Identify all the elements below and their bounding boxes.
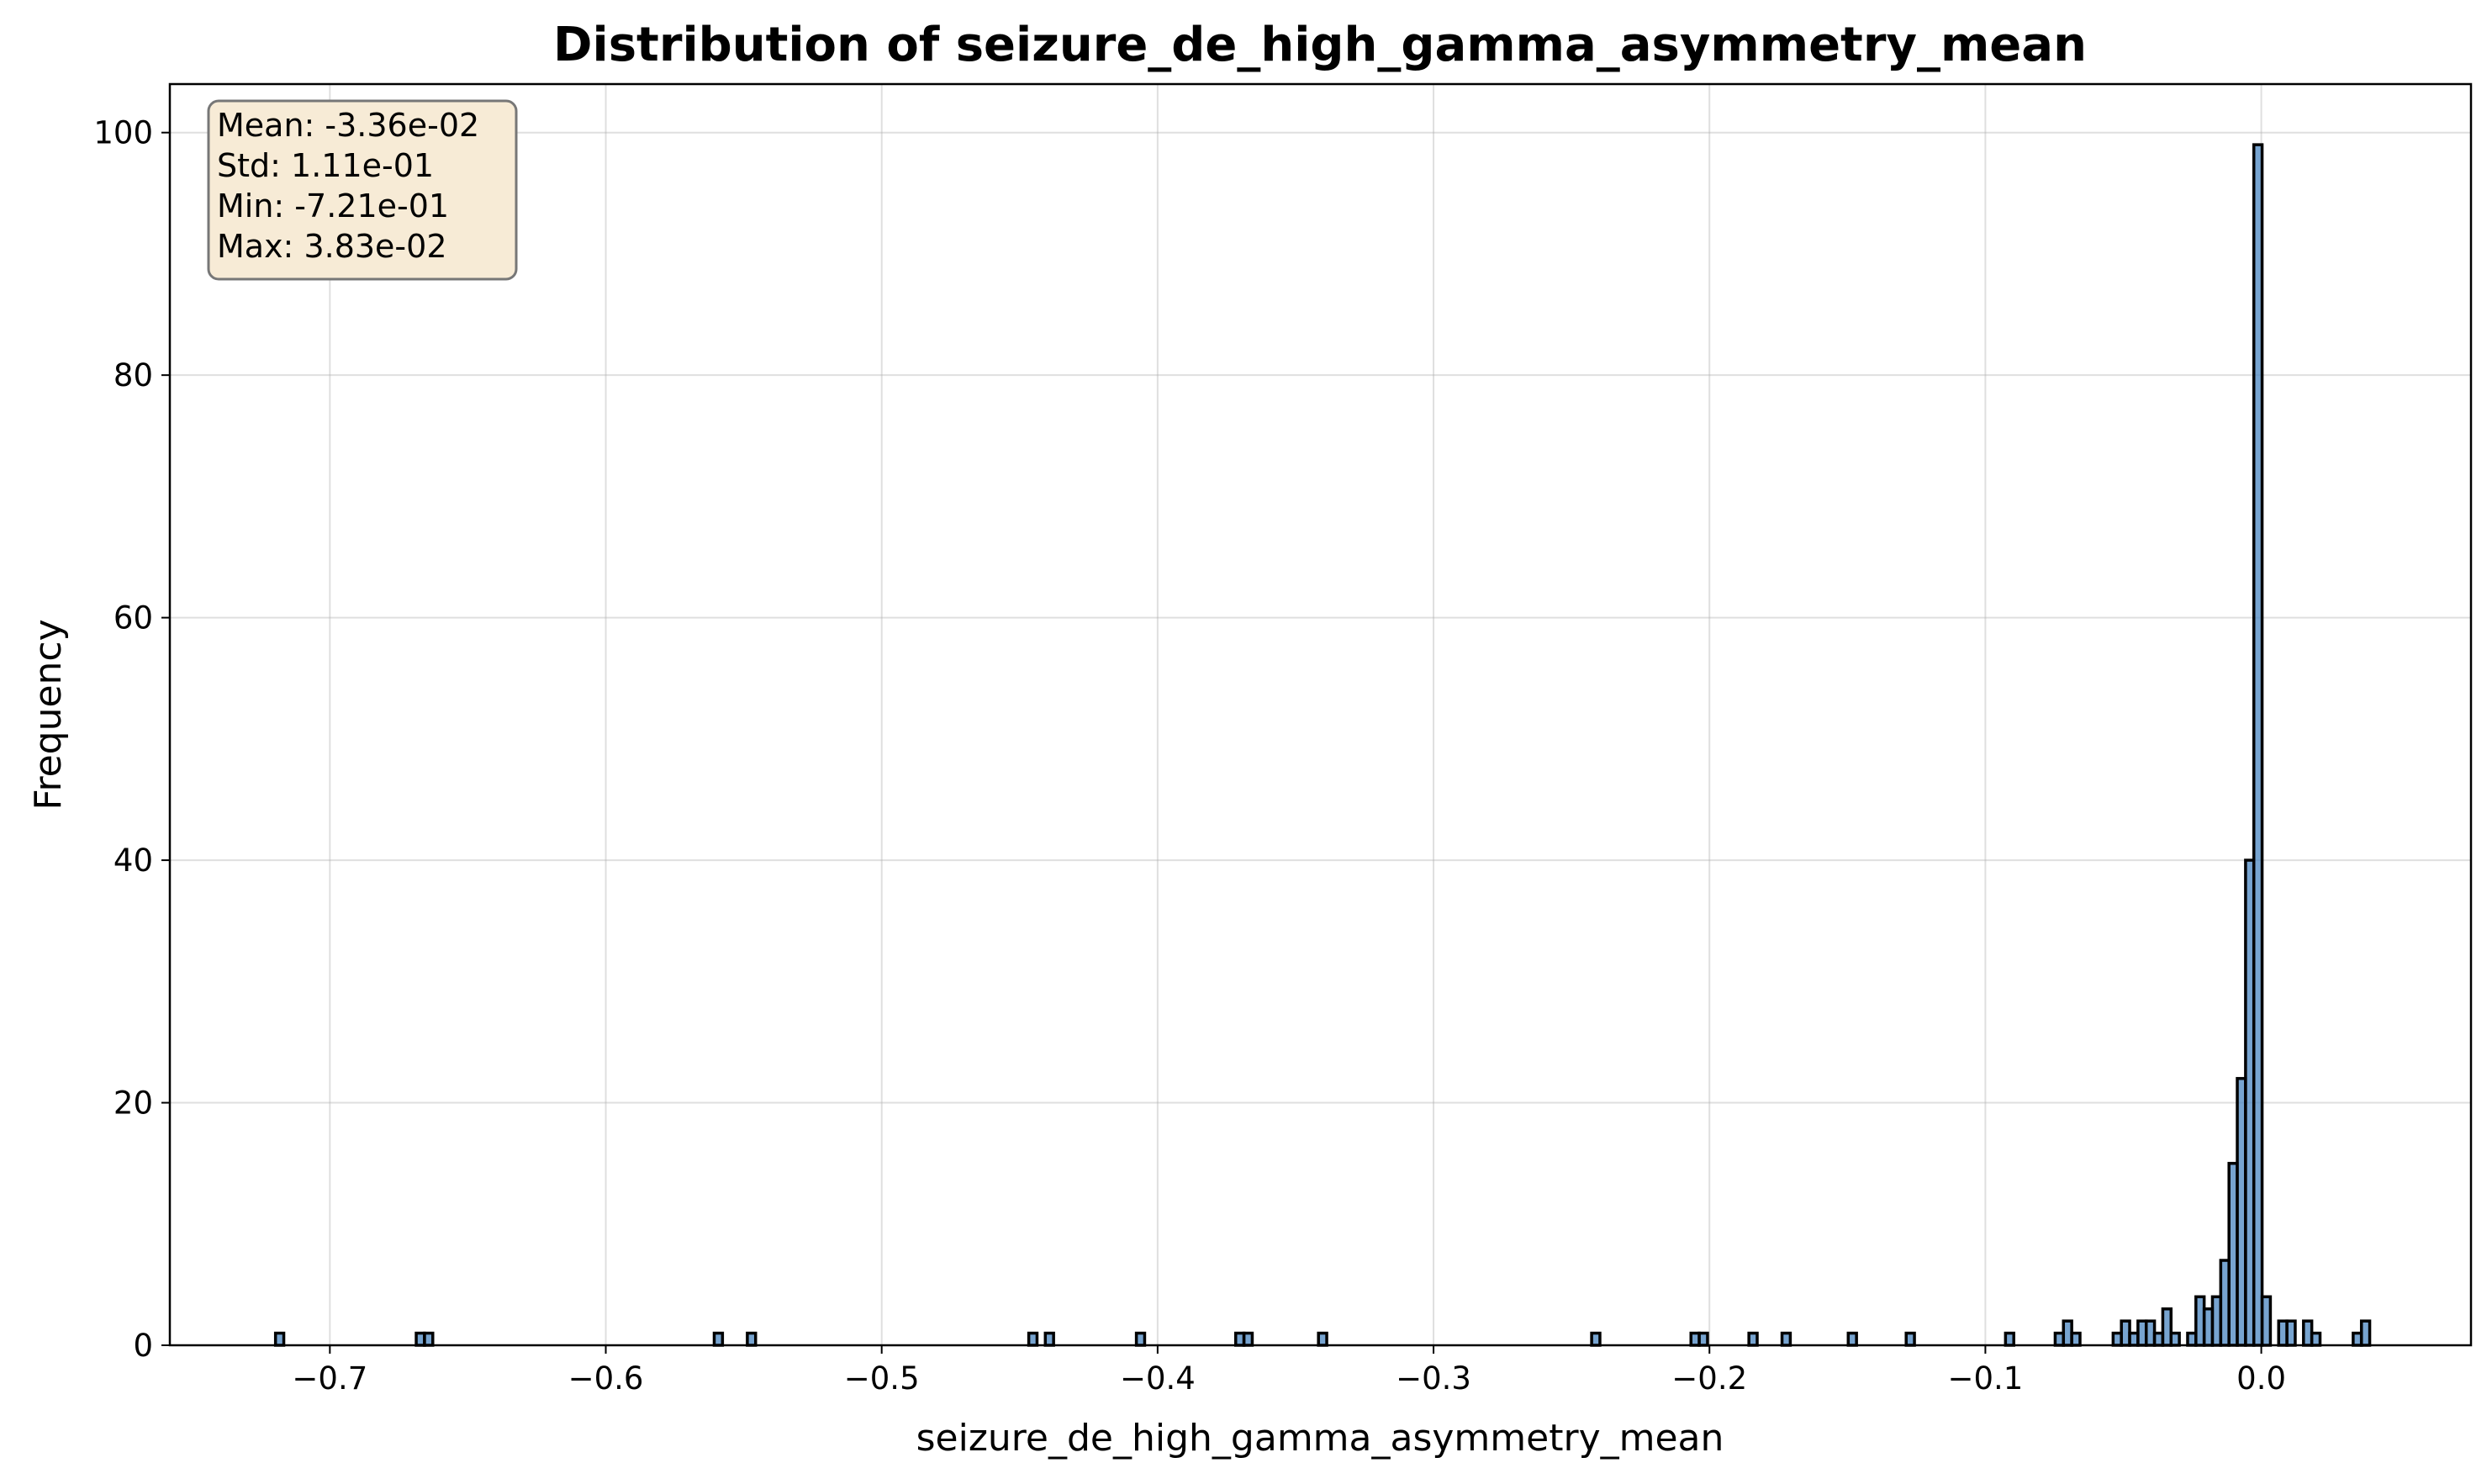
histogram-bar [1747,1331,1759,1347]
histogram-bar [1134,1331,1147,1347]
histogram-bar [1317,1331,1328,1347]
chart-title: Distribution of seizure_de_high_gamma_as… [553,18,2087,72]
histogram-bar [2070,1331,2082,1347]
histogram-bar [1697,1331,1709,1347]
stats-min: Min: -7.21e-01 [217,187,449,224]
histogram-bars [273,143,2372,1347]
histogram-bar [1846,1331,1858,1347]
histogram-bar [746,1331,758,1347]
x-tick-label: −0.4 [1120,1360,1196,1397]
x-tick-label: −0.1 [1947,1360,2023,1397]
y-tick-label: 60 [114,600,153,636]
histogram-bar [2252,143,2264,1347]
x-axis-label: seizure_de_high_gamma_asymmetry_mean [916,1417,1724,1460]
histogram-bar [423,1331,435,1347]
x-tick-label: −0.2 [1671,1360,1747,1397]
histogram-bar [712,1331,725,1347]
histogram-bar [2260,1295,2273,1347]
histogram-bar [1780,1331,1792,1347]
y-tick-label: 0 [133,1328,153,1364]
stats-box: Mean: -3.36e-02 Std: 1.11e-01 Min: -7.21… [207,99,518,281]
histogram-bar [2310,1331,2322,1347]
histogram-bar [2285,1319,2297,1347]
stats-mean: Mean: -3.36e-02 [217,107,479,144]
stats-max: Max: 3.83e-02 [217,228,447,265]
histogram-bar [1242,1331,1254,1347]
axis-ticks: −0.7 −0.6 −0.5 −0.4 −0.3 −0.2 −0.1 0.0 0 20 40 60 80… [93,115,2286,1397]
histogram-bar [1904,1331,1916,1347]
histogram-bar [2169,1331,2181,1347]
x-tick-label: −0.6 [568,1360,644,1397]
x-tick-label: 0.0 [2236,1360,2286,1397]
stats-std: Std: 1.11e-01 [217,147,434,184]
histogram-bar [1590,1331,1602,1347]
stats-box-background [207,99,518,281]
y-tick-label: 20 [114,1085,153,1122]
histogram-bar [1027,1331,1039,1347]
histogram-bar [273,1331,286,1347]
y-tick-label: 100 [93,115,153,151]
x-tick-label: −0.7 [292,1360,367,1397]
histogram-bar [1043,1331,1055,1347]
y-axis-label: Frequency [27,619,70,810]
y-tick-label: 40 [114,842,153,879]
plot-frame [168,82,2473,1347]
y-tick-label: 80 [114,357,153,393]
histogram-bar [2359,1319,2372,1347]
histogram-bar [2004,1331,2015,1347]
grid-lines [170,84,2471,1346]
x-tick-label: −0.5 [844,1360,920,1397]
x-tick-label: −0.3 [1396,1360,1471,1397]
